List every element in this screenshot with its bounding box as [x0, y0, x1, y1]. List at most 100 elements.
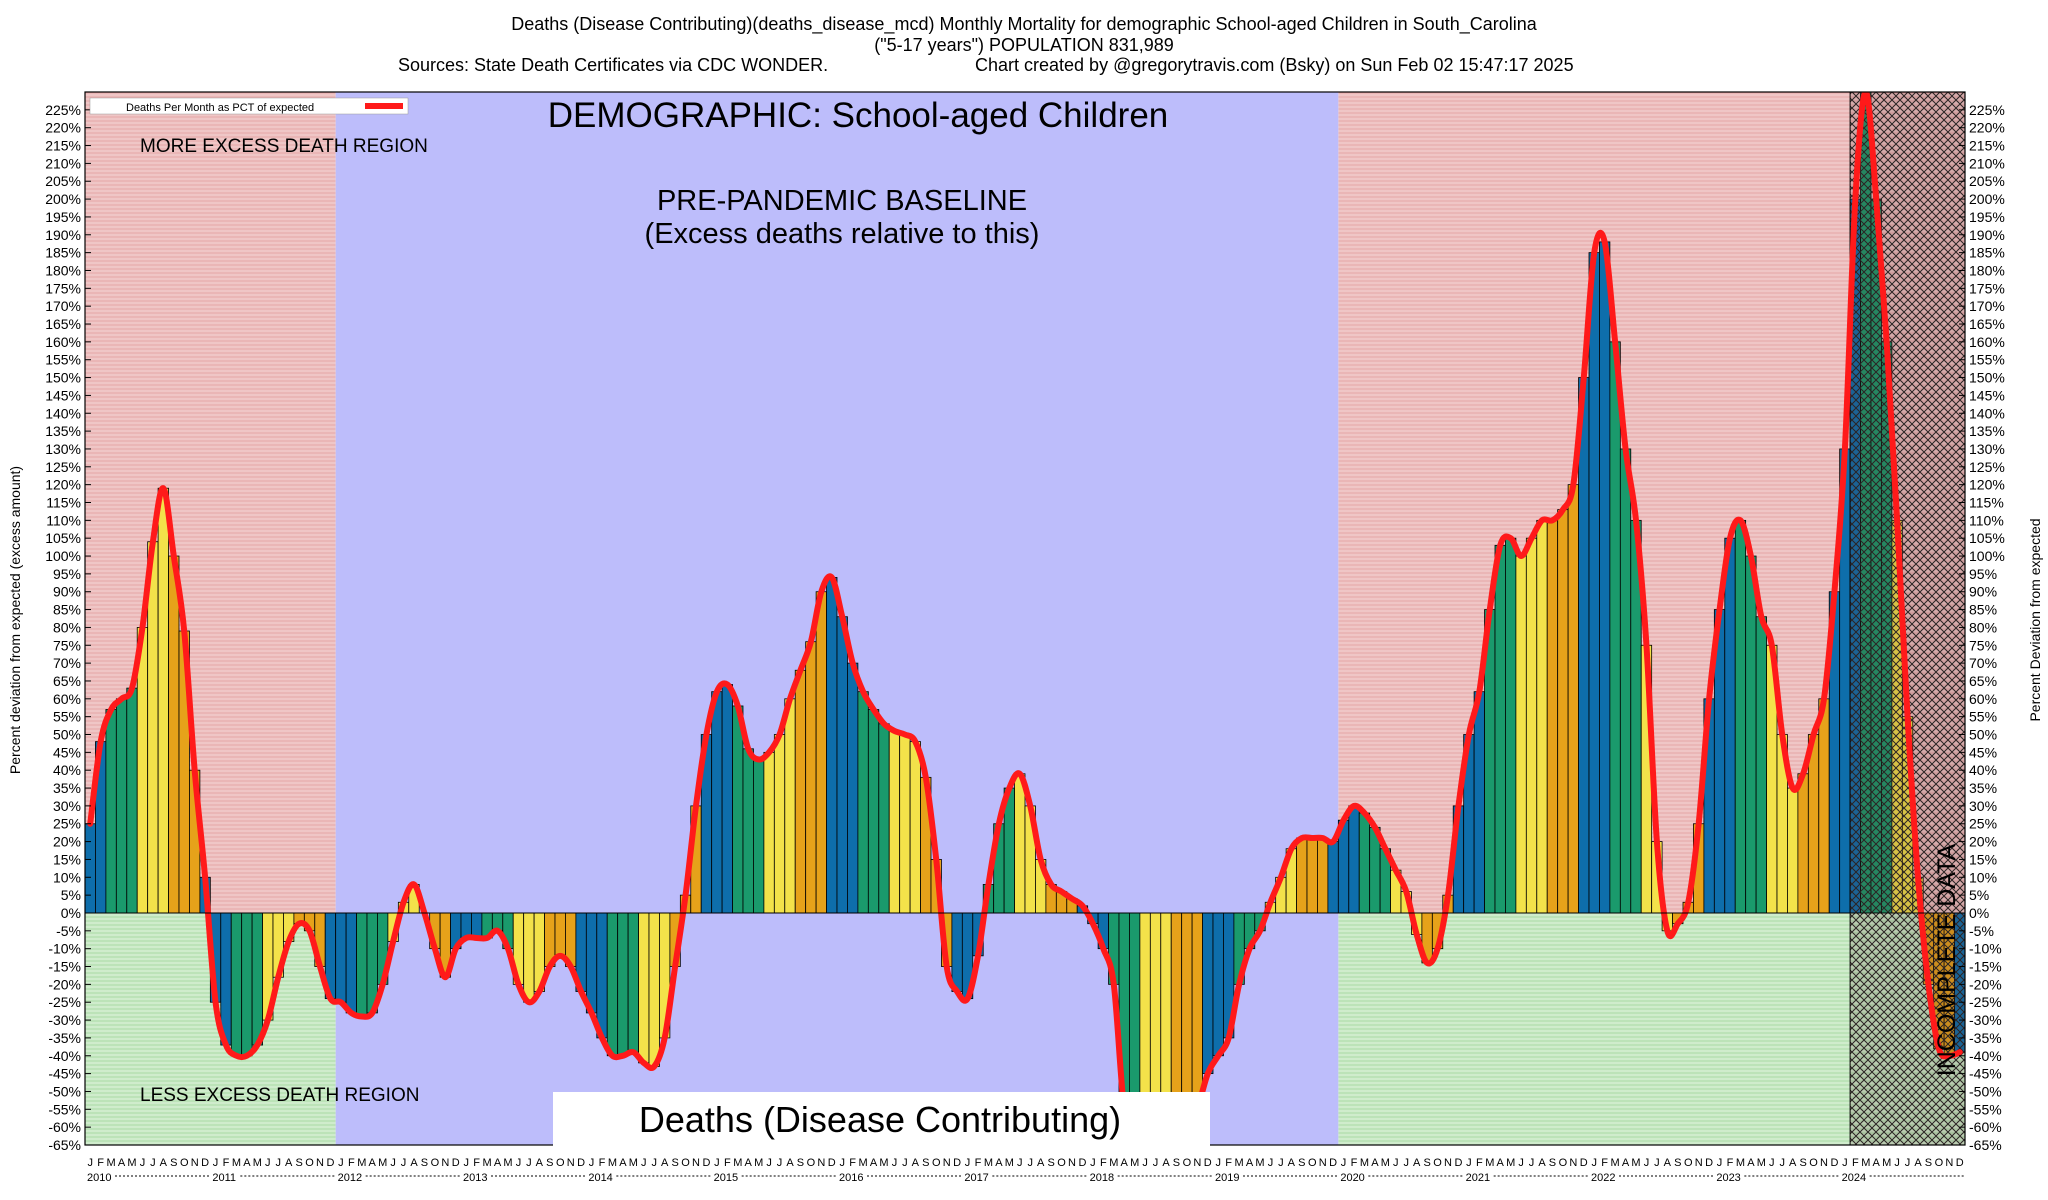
- bar-2010-106: [1191, 912, 1203, 1110]
- x-month-label: D: [702, 1157, 710, 1169]
- x-month-label: J: [1717, 1157, 1723, 1169]
- y-tick-label-left: 190%: [45, 227, 81, 243]
- x-month-label: A: [1538, 1157, 1546, 1169]
- y-tick-label-left: 165%: [45, 316, 81, 332]
- x-month-label: S: [421, 1157, 428, 1169]
- bar-2010-70: [815, 591, 827, 914]
- bar-2010-64: [753, 759, 765, 914]
- bar-2010-72: [836, 616, 848, 914]
- bar-2010-4: [126, 687, 138, 914]
- x-month-label: O: [1308, 1157, 1317, 1169]
- y-tick-label-left: 100%: [45, 548, 81, 564]
- x-month-label: N: [1068, 1157, 1076, 1169]
- bar-2010-37: [471, 912, 483, 939]
- x-month-label: J: [390, 1157, 396, 1169]
- y-tick-label-left: 200%: [45, 191, 81, 207]
- y-tick-label-right: -20%: [1969, 976, 2002, 992]
- x-month-label: A: [160, 1157, 168, 1169]
- y-tick-label-right: 190%: [1969, 227, 2005, 243]
- bottom-series-label: Deaths (Disease Contributing): [639, 1099, 1121, 1140]
- x-month-label: J: [1268, 1157, 1274, 1169]
- x-month-label: A: [285, 1157, 293, 1169]
- y-tick-label-left: 65%: [53, 673, 81, 689]
- y-tick-label-right: 50%: [1969, 727, 1997, 743]
- y-tick-label-left: -5%: [56, 923, 81, 939]
- y-tick-label-right: 15%: [1969, 851, 1997, 867]
- y-tick-label-right: 45%: [1969, 744, 1997, 760]
- x-month-label: D: [1078, 1157, 1086, 1169]
- x-month-label: F: [223, 1157, 230, 1169]
- x-month-label: A: [995, 1157, 1003, 1169]
- x-month-label: A: [1497, 1157, 1505, 1169]
- bar-2010-76: [878, 723, 890, 914]
- x-month-label: O: [1809, 1157, 1818, 1169]
- x-month-label: J: [1215, 1157, 1221, 1169]
- y-tick-label-left: 30%: [53, 798, 81, 814]
- bar-2010-143: [1578, 377, 1590, 914]
- y-tick-label-right: 20%: [1969, 834, 1997, 850]
- y-tick-label-left: 35%: [53, 780, 81, 796]
- y-tick-label-left: -15%: [48, 959, 81, 975]
- y-tick-label-right: -65%: [1969, 1137, 2002, 1153]
- series-line: [87, 92, 1963, 1140]
- x-month-label: J: [777, 1157, 783, 1169]
- y-tick-label-right: 125%: [1969, 459, 2005, 475]
- y-tick-label-right: -15%: [1969, 959, 2002, 975]
- y-tick-label-right: 215%: [1969, 138, 2005, 154]
- bar-2010-2: [105, 709, 117, 914]
- x-month-label: S: [797, 1157, 804, 1169]
- y-tick-label-right: 5%: [1969, 887, 1989, 903]
- x-year-label: 2022: [1591, 1172, 1615, 1184]
- y-tick-label-left: 110%: [46, 512, 81, 528]
- bar-2010-140: [1546, 519, 1559, 914]
- bar-2010-108: [1212, 912, 1224, 1057]
- bar-2010-163: [1787, 787, 1799, 914]
- x-month-label: F: [1100, 1157, 1107, 1169]
- x-month-label: S: [1047, 1157, 1054, 1169]
- bar-2010-53: [638, 912, 650, 1064]
- x-month-label: N: [1319, 1157, 1327, 1169]
- y-tick-label-right: -30%: [1969, 1012, 2002, 1028]
- bar-2010-42: [523, 912, 535, 1003]
- x-month-label: J: [1027, 1157, 1033, 1169]
- x-month-label: S: [1799, 1157, 1806, 1169]
- bar-2010-48: [585, 912, 598, 1014]
- y-tick-label-left: 140%: [45, 405, 81, 421]
- x-month-label: J: [213, 1157, 219, 1169]
- x-month-label: M: [378, 1157, 387, 1169]
- incomplete-data-tint: [1850, 92, 1965, 1145]
- y-tick-label-right: 95%: [1969, 566, 1997, 582]
- x-month-label: M: [503, 1157, 512, 1169]
- chart-title-line1: Deaths (Disease Contributing)(deaths_dis…: [511, 14, 1538, 35]
- x-month-label: J: [1017, 1157, 1023, 1169]
- x-month-label: A: [494, 1157, 502, 1169]
- bar-2010-135: [1494, 544, 1506, 914]
- bottom-label-box: [553, 1092, 1210, 1146]
- y-tick-label-right: 170%: [1969, 298, 2005, 314]
- bar-2010-68: [794, 669, 807, 914]
- x-month-label: S: [922, 1157, 929, 1169]
- y-tick-label-right: 90%: [1969, 584, 1997, 600]
- x-month-label: D: [828, 1157, 836, 1169]
- x-month-label: A: [1162, 1157, 1170, 1169]
- x-month-label: F: [473, 1157, 480, 1169]
- x-month-label: F: [1351, 1157, 1358, 1169]
- x-year-label: 2012: [338, 1172, 362, 1184]
- x-year-label: 2015: [714, 1172, 738, 1184]
- x-month-label: S: [295, 1157, 302, 1169]
- x-month-label: A: [1288, 1157, 1296, 1169]
- bar-2010-6: [147, 541, 159, 914]
- bar-2010-122: [1358, 812, 1371, 914]
- x-month-label: J: [87, 1157, 93, 1169]
- bar-2010-145: [1599, 241, 1611, 914]
- y-tick-label-left: 215%: [45, 138, 81, 154]
- y-tick-label-right: 55%: [1969, 709, 1997, 725]
- x-month-label: J: [516, 1157, 522, 1169]
- baseline-subtitle: (Excess deaths relative to this): [645, 218, 1040, 250]
- x-month-label: D: [577, 1157, 585, 1169]
- x-month-label: N: [1945, 1157, 1953, 1169]
- bar-2010-157: [1724, 537, 1736, 914]
- x-month-label: N: [316, 1157, 324, 1169]
- y-tick-label-left: 220%: [45, 120, 81, 136]
- y-tick-label-left: 170%: [45, 298, 81, 314]
